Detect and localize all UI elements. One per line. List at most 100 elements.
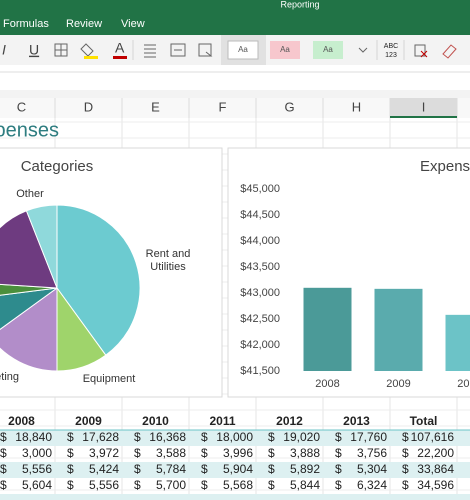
table-cell: 18,840 [15, 430, 52, 444]
header-gap [0, 90, 470, 98]
table-cell: 17,628 [82, 430, 119, 444]
style-good[interactable] [313, 41, 343, 59]
table-cell: 3,588 [156, 446, 186, 460]
currency-sign: $ [134, 462, 141, 476]
sheet-heading: Expenses [0, 119, 59, 141]
column-header[interactable]: E [151, 99, 160, 114]
row-band [0, 430, 470, 446]
style-label: Aa [238, 45, 248, 54]
bar [445, 314, 470, 371]
currency-sign: $ [134, 478, 141, 492]
style-label: Aa [323, 45, 333, 54]
column-header[interactable]: D [84, 99, 93, 114]
x-tick-label: 2010 [457, 378, 470, 390]
pie-slice [25, 204, 58, 289]
currency-sign: $ [201, 446, 208, 460]
formula-bar[interactable] [0, 65, 470, 90]
table-header: 2010 [142, 414, 169, 428]
currency-sign: $ [402, 462, 409, 476]
y-tick-label: $43,000 [240, 287, 280, 299]
pie-slice [0, 287, 58, 372]
table-cell: 5,700 [156, 478, 186, 492]
currency-sign: $ [201, 478, 208, 492]
table-cell: 5,304 [357, 462, 387, 476]
table-cell: 16,368 [149, 430, 186, 444]
table-cell: 22,200 [417, 446, 454, 460]
table-cell: 5,904 [223, 462, 253, 476]
table-cell: 5,604 [22, 478, 52, 492]
table-header: 2009 [75, 414, 102, 428]
table-header: Total [410, 414, 438, 428]
style-normal[interactable] [227, 40, 259, 60]
currency-sign: $ [67, 446, 74, 460]
table-cell: 3,756 [357, 446, 387, 460]
currency-sign: $ [335, 446, 342, 460]
table-cell: 3,000 [22, 446, 52, 460]
ribbon-separators [132, 40, 405, 60]
bar [374, 288, 423, 371]
column-header-bar [0, 98, 470, 118]
spelling-123: 123 [385, 52, 397, 59]
ribbon-tab[interactable]: View [121, 18, 145, 30]
pie-slice [0, 210, 58, 289]
spelling-abc: ABC [384, 43, 398, 50]
table-header: 2012 [276, 414, 303, 428]
currency-sign: $ [134, 446, 141, 460]
y-tick-label: $45,000 [240, 183, 280, 195]
window-title: Reporting [280, 0, 319, 9]
currency-sign: $ [201, 430, 208, 444]
style-bad[interactable] [270, 41, 300, 59]
table-cell: 17,760 [350, 430, 387, 444]
table-cell: 5,424 [89, 462, 119, 476]
font-color-button[interactable]: A [115, 40, 125, 56]
currency-sign: $ [0, 462, 7, 476]
column-header[interactable]: G [284, 99, 294, 114]
ribbon-tab[interactable]: Review [66, 18, 102, 30]
currency-sign: $ [0, 430, 7, 444]
pie-label: Equipment [83, 373, 136, 385]
selected-column-underline [390, 116, 457, 118]
chart-title: Categories [21, 158, 94, 175]
underline-button[interactable]: U [29, 42, 39, 58]
ribbon-tab[interactable]: Formulas [3, 18, 49, 30]
x-tick-label: 2008 [315, 378, 339, 390]
column-header[interactable]: I [422, 99, 426, 114]
currency-sign: $ [335, 462, 342, 476]
table-cell: 107,616 [411, 430, 455, 444]
y-tick-label: $44,000 [240, 235, 280, 247]
y-tick-label: $43,500 [240, 261, 280, 273]
table-cell: 5,784 [156, 462, 186, 476]
pie-label: Other [16, 188, 44, 200]
table-cell: 3,888 [290, 446, 320, 460]
row-band [0, 462, 470, 478]
y-tick-label: $42,500 [240, 313, 280, 325]
currency-sign: $ [402, 446, 409, 460]
currency-sign: $ [67, 430, 74, 444]
currency-sign: $ [0, 446, 7, 460]
x-tick-label: 2009 [386, 378, 410, 390]
table-cell: 5,892 [290, 462, 320, 476]
pie-slice [56, 204, 141, 356]
table-cell: 5,844 [290, 478, 320, 492]
column-header[interactable]: H [352, 99, 361, 114]
chart-title: Expenses [420, 158, 470, 175]
table-cell: 33,864 [417, 462, 454, 476]
table-cell: 18,000 [216, 430, 253, 444]
table-cell: 5,556 [22, 462, 52, 476]
column-header[interactable]: F [219, 99, 227, 114]
currency-sign: $ [335, 430, 342, 444]
y-tick-label: $44,500 [240, 209, 280, 221]
pie-slice [0, 287, 58, 331]
table-cell: 6,324 [357, 478, 387, 492]
currency-sign: $ [67, 462, 74, 476]
table-header: 2011 [209, 414, 235, 428]
column-header[interactable]: C [17, 99, 26, 114]
currency-sign: $ [134, 430, 141, 444]
italic-button[interactable]: I [2, 42, 6, 58]
row-band [0, 494, 470, 500]
table-cell: 3,996 [223, 446, 253, 460]
pie-label: Rent and Utilities [146, 248, 191, 273]
y-tick-label: $42,000 [240, 339, 280, 351]
currency-sign: $ [67, 478, 74, 492]
